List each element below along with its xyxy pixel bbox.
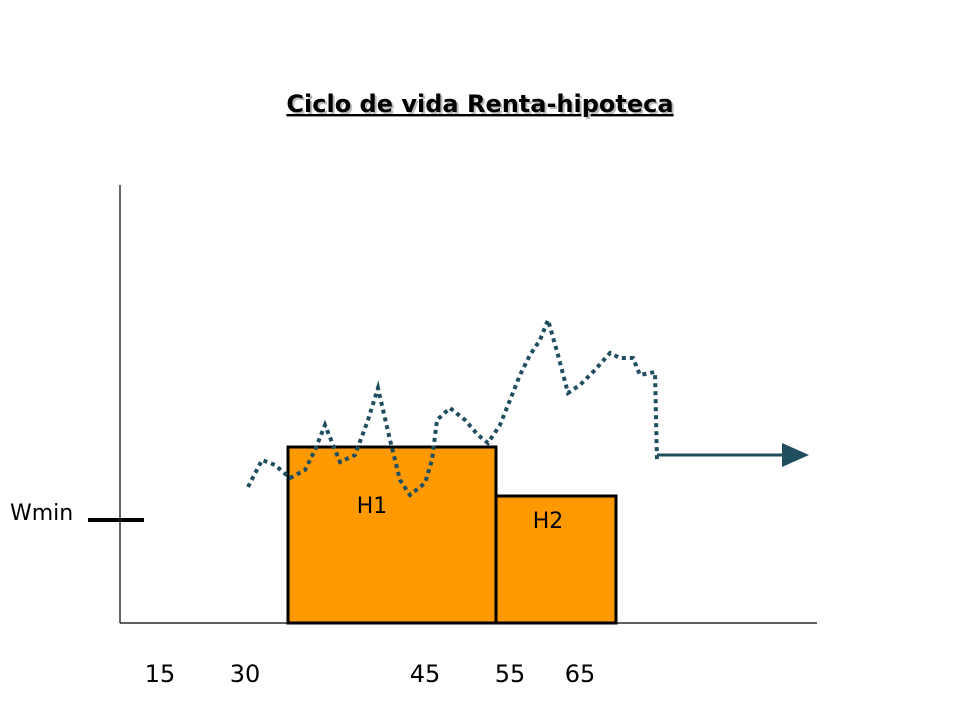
box-label: H2 — [533, 509, 564, 534]
axis-label: 45 — [410, 660, 441, 688]
box-h2 — [494, 494, 618, 625]
axis-label: 15 — [145, 660, 176, 688]
wmin-label: Wmin — [10, 501, 73, 526]
axis-label: 65 — [565, 660, 596, 688]
box-label: H1 — [357, 494, 388, 519]
axis-label: 55 — [495, 660, 526, 688]
title: Ciclo de vida Renta-hipoteca — [286, 90, 673, 118]
box-h1 — [286, 445, 498, 625]
title-shadow: Ciclo de vida Renta-hipoteca — [288, 92, 675, 120]
axis-label: 30 — [230, 660, 261, 688]
wealth-path — [246, 313, 659, 498]
